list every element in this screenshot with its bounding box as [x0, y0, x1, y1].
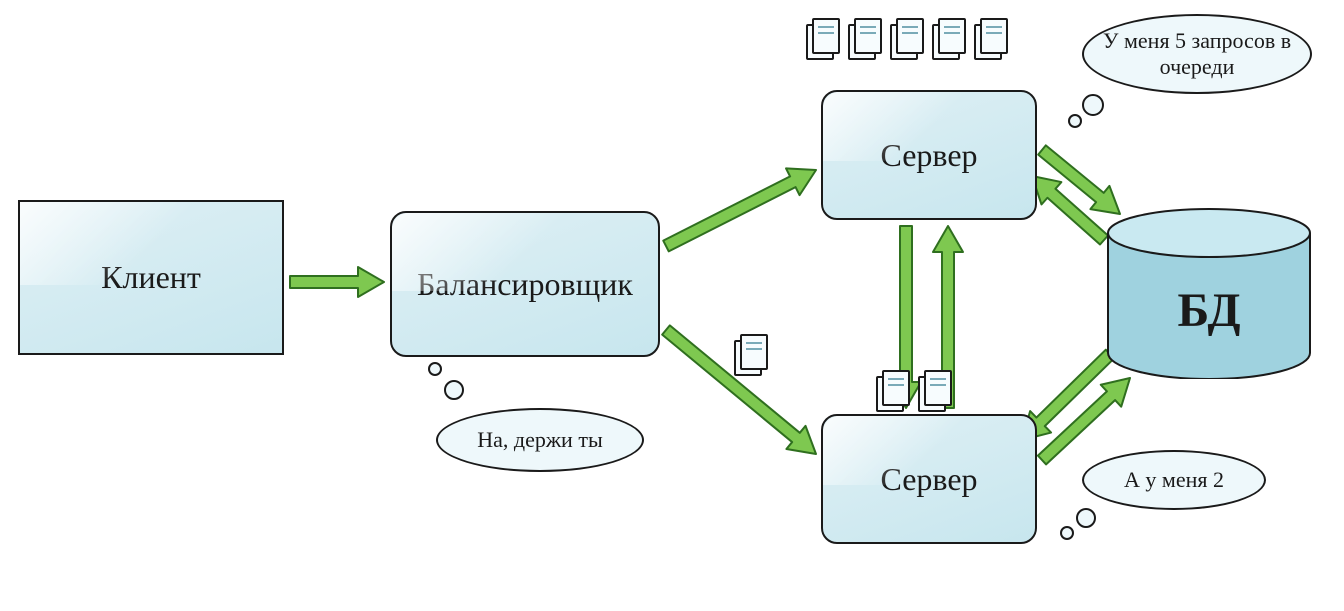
thought-bubble-server2: А у меня 2 [1082, 450, 1266, 510]
thought-bubble-balancer-text: На, держи ты [477, 427, 602, 453]
node-balancer: Балансировщик [390, 211, 660, 357]
queue-docs-server1 [806, 18, 1004, 58]
diagram-stage: Клиент Балансировщик Сервер Сервер БД На… [0, 0, 1344, 611]
thought-tail-dot [1060, 526, 1074, 540]
node-server1-label: Сервер [880, 137, 977, 174]
document-icon [876, 370, 906, 410]
thought-bubble-balancer: На, держи ты [436, 408, 644, 472]
thought-bubble-server1: У меня 5 запросов в очереди [1082, 14, 1312, 94]
node-server1: Сервер [821, 90, 1037, 220]
queue-docs-inflight [734, 334, 764, 374]
thought-tail-dot [1068, 114, 1082, 128]
document-icon [918, 370, 948, 410]
queue-docs-server2 [876, 370, 948, 410]
db-to-server1-arrow [1032, 176, 1108, 244]
document-icon [932, 18, 962, 58]
node-db: БД [1106, 207, 1312, 379]
thought-bubble-server1-text: У меня 5 запросов в очереди [1098, 28, 1296, 80]
thought-tail-dot [428, 362, 442, 376]
node-server2-label: Сервер [880, 461, 977, 498]
node-client: Клиент [18, 200, 284, 355]
server1-to-db-arrow [1038, 145, 1120, 214]
thought-bubble-server2-text: А у меня 2 [1124, 467, 1224, 493]
document-icon [974, 18, 1004, 58]
server2-to-db-arrow [1038, 378, 1130, 464]
node-server2: Сервер [821, 414, 1037, 544]
balancer-to-server1-arrow [663, 168, 816, 251]
document-icon [806, 18, 836, 58]
thought-tail-dot [444, 380, 464, 400]
thought-tail-dot [1082, 94, 1104, 116]
client-to-balancer-arrow [290, 267, 384, 297]
thought-tail-dot [1076, 508, 1096, 528]
node-balancer-label: Балансировщик [417, 266, 633, 303]
document-icon [890, 18, 920, 58]
document-icon [734, 334, 764, 374]
node-db-label: БД [1106, 283, 1312, 338]
document-icon [848, 18, 878, 58]
node-client-label: Клиент [101, 259, 201, 296]
